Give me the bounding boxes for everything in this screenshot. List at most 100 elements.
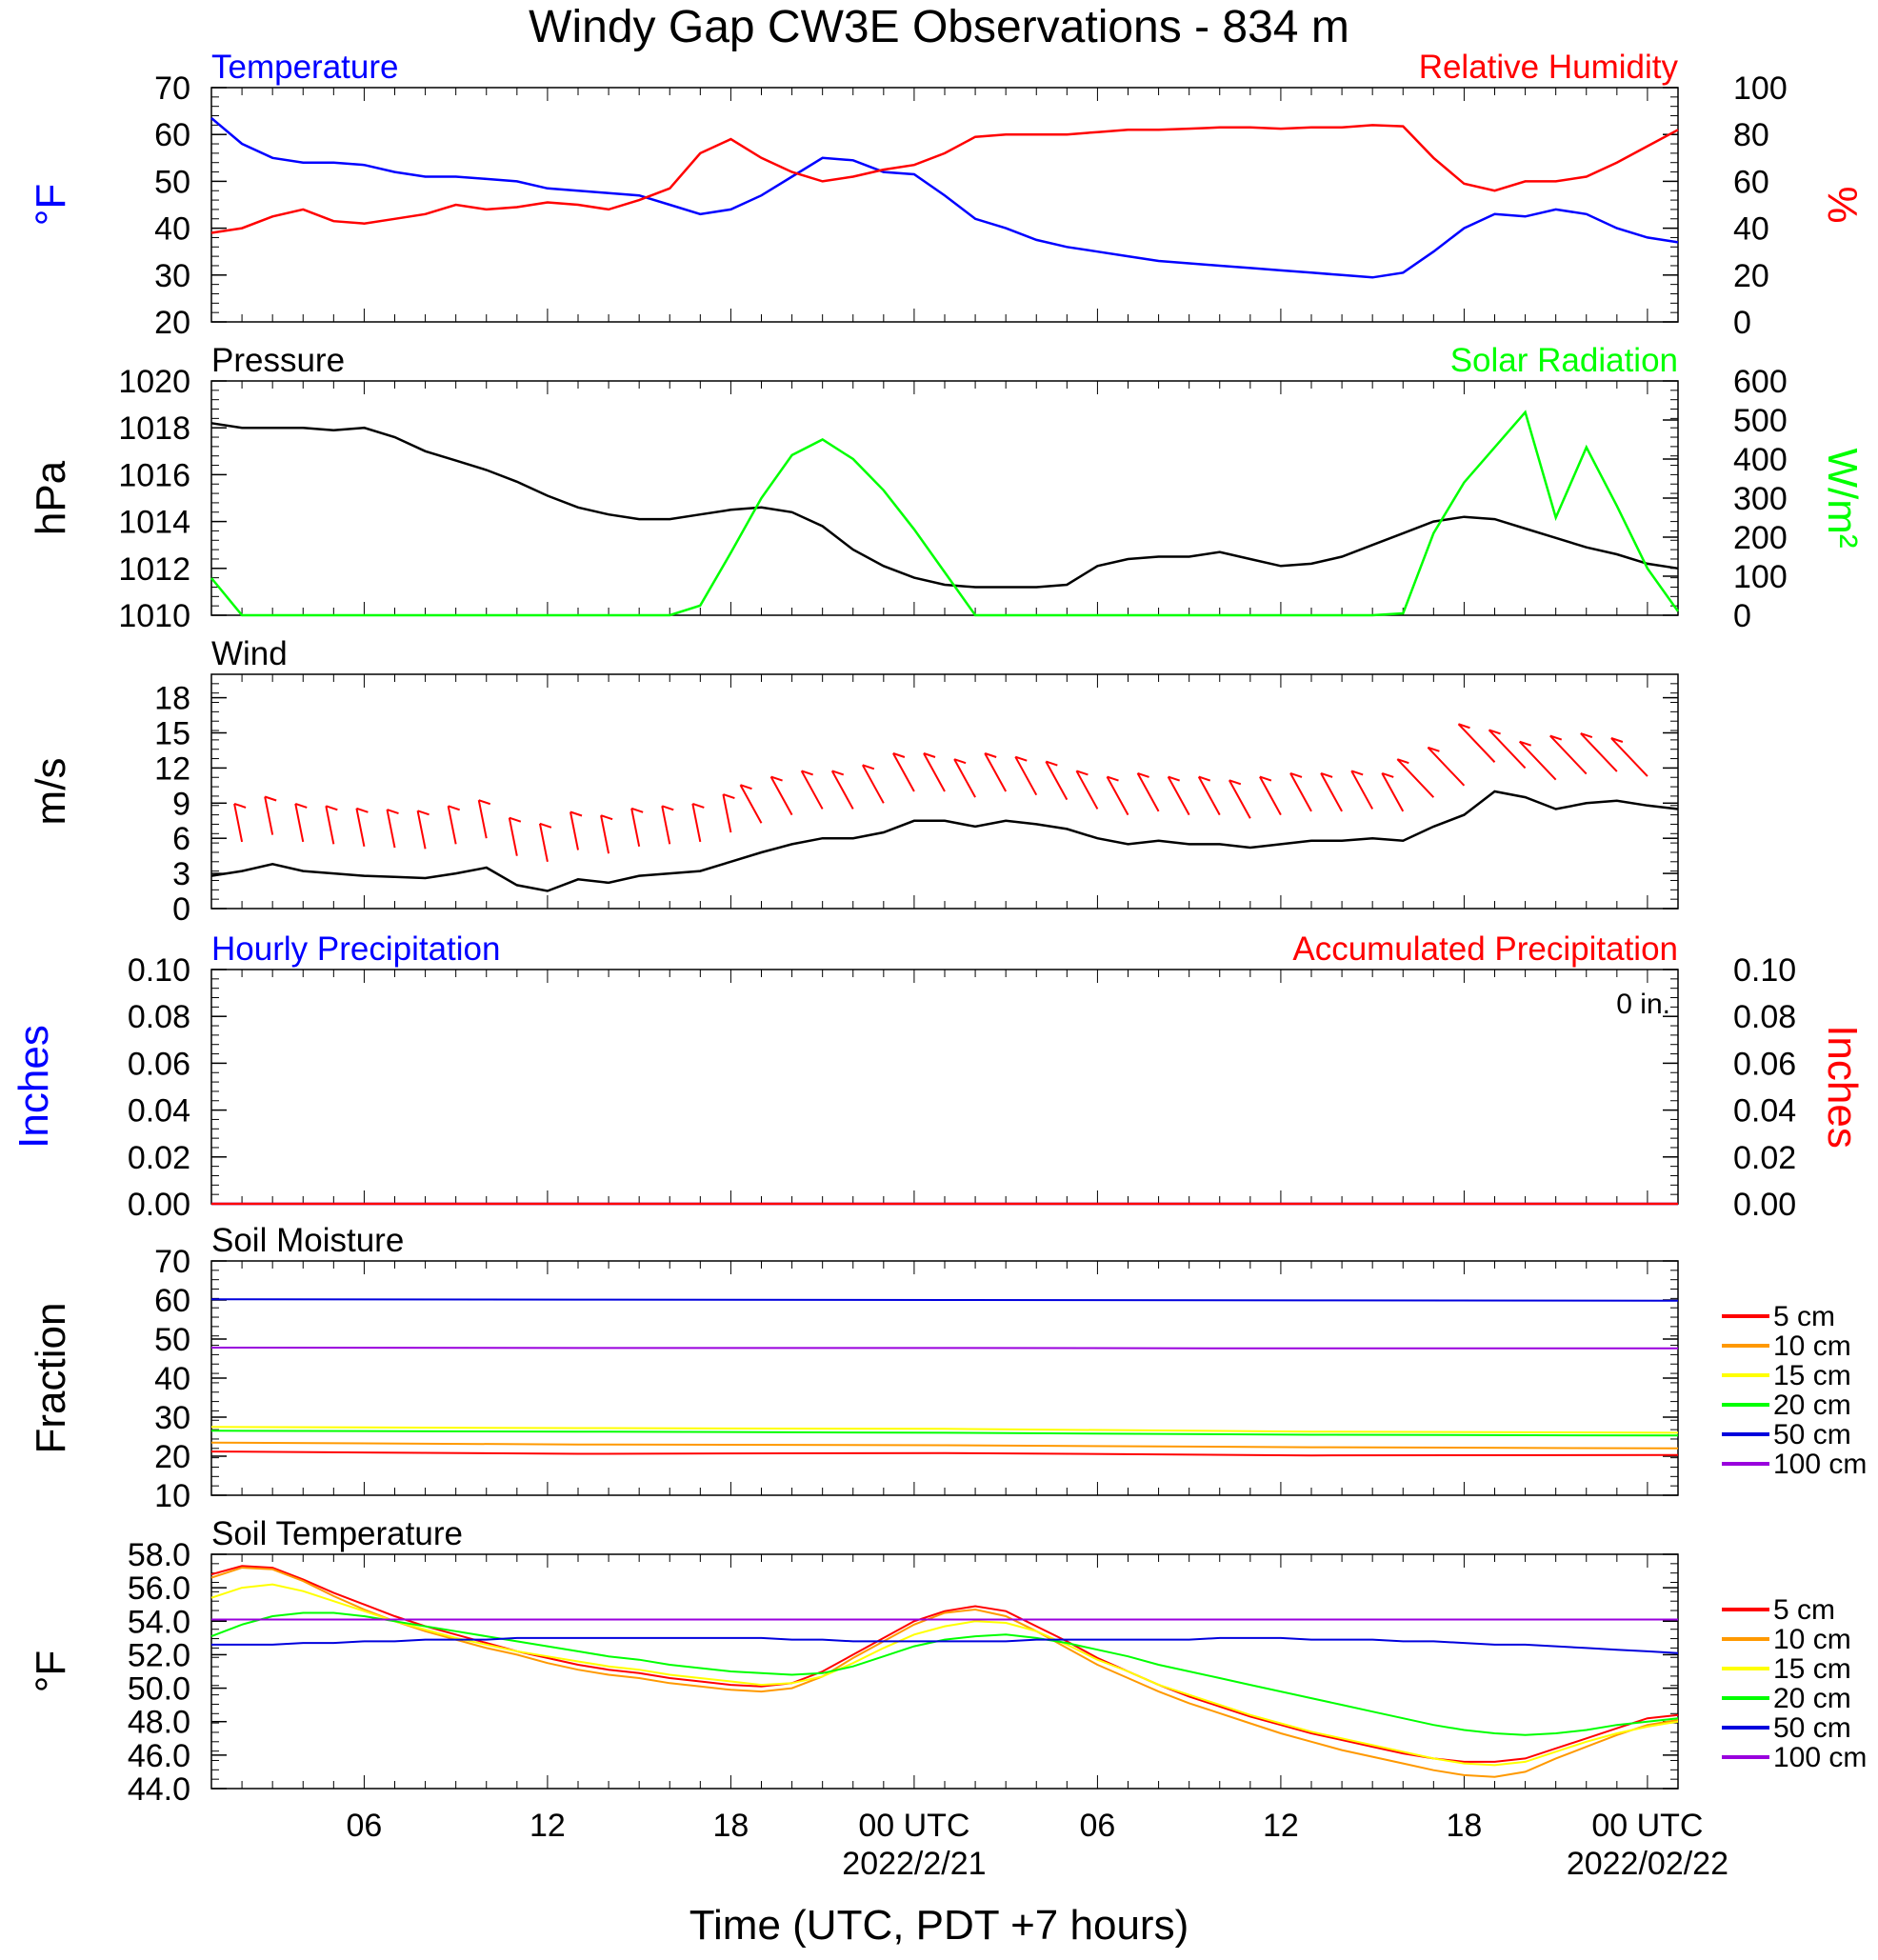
chart-title: Windy Gap CW3E Observations - 834 m [529, 2, 1349, 52]
panel-title-left: Hourly Precipitation [211, 930, 500, 968]
y-tick-label-right: 500 [1733, 403, 1788, 439]
panel-title-left: Temperature [211, 49, 398, 86]
panel-temperature: 20 30 40 50 60 70 0 20 40 60 80 100 Temperature Relat… [28, 49, 1866, 341]
wind-barb-flag [1198, 775, 1211, 782]
wind-barb [1075, 770, 1099, 810]
legend-label: 15 cm [1773, 1653, 1851, 1685]
wind-barb [1289, 772, 1312, 812]
y-tick-label-right: 0.02 [1733, 1140, 1796, 1176]
wind-barb [1167, 776, 1190, 816]
series-line-pressure [210, 422, 1679, 589]
y-axis-label-right: % [1819, 186, 1866, 223]
y-axis-label-left: hPa [28, 460, 74, 535]
y-tick-label-left: 60 [154, 117, 190, 153]
wind-barb [923, 752, 946, 792]
series-line-20-cm [210, 1430, 1679, 1437]
panel-title-left: Soil Moisture [211, 1222, 404, 1259]
panel-precipitation: 0.00 0.02 0.04 0.06 0.08 0.10 0.00 0.02 0.04 0.06… [10, 930, 1866, 1223]
wind-barb [1136, 772, 1160, 812]
wind-barb [630, 808, 641, 848]
y-axis-label-left: m/s [28, 758, 74, 826]
y-tick-label-right: 20 [1733, 258, 1769, 294]
y-tick-label-left: 50 [154, 164, 190, 200]
wind-barb-flag [600, 814, 613, 821]
wind-barb-flag [1519, 740, 1531, 747]
y-axis-label-right: Inches [1819, 1025, 1866, 1149]
accumulated-total-label: 0 in. [1616, 989, 1670, 1020]
wind-barb [1518, 741, 1557, 781]
wind-barb [1197, 776, 1221, 816]
wind-barb-flag [1397, 758, 1409, 765]
wind-barb [830, 770, 854, 810]
wind-barb-flag [1107, 775, 1119, 782]
y-tick-label-left: 0.06 [128, 1046, 190, 1082]
wind-barb [386, 809, 396, 849]
wind-barb [1014, 756, 1038, 796]
wind-barb [984, 752, 1008, 792]
y-tick-label-left: 0.04 [128, 1093, 190, 1130]
wind-barb-flag [801, 770, 813, 776]
y-tick-label-left: 30 [154, 1400, 190, 1436]
plot-frame [210, 380, 1679, 616]
series-line-wind-speed [210, 790, 1679, 892]
wind-barb [1350, 770, 1374, 810]
wind-barb-flag [1289, 771, 1303, 778]
wind-barb-flag [387, 809, 399, 814]
wind-barb [355, 808, 366, 848]
wind-barb [1228, 779, 1251, 819]
wind-barb-flag [1229, 779, 1242, 786]
x-tick-label: 00 UTC [858, 1808, 969, 1844]
wind-barb-flag [770, 775, 783, 782]
legend-label: 100 cm [1773, 1449, 1867, 1480]
y-tick-label-left: 0.08 [128, 999, 190, 1035]
series-line-relative-humidity [210, 124, 1679, 234]
wind-barb-flag [326, 805, 338, 811]
legend-label: 100 cm [1773, 1742, 1867, 1773]
wind-barb [800, 770, 824, 810]
x-date-label: 2022/02/22 [1567, 1846, 1728, 1882]
wind-barb-flag [1458, 723, 1470, 730]
wind-barb-flag [1046, 760, 1058, 767]
y-tick-label-right: 0.06 [1733, 1046, 1796, 1082]
y-tick-label-right: 60 [1733, 164, 1769, 200]
y-tick-label-left: 20 [154, 1439, 190, 1475]
panel-title-left: Wind [211, 635, 288, 672]
y-tick-label-left: 56.0 [128, 1570, 190, 1607]
wind-barb-flag [1168, 775, 1180, 782]
y-axis-label-left: °F [28, 184, 74, 226]
wind-barb [1320, 772, 1343, 812]
wind-barb-flag [723, 793, 735, 799]
y-tick-label-left: 48.0 [128, 1705, 190, 1741]
y-tick-label-left: 0.00 [128, 1187, 190, 1223]
wind-barb [416, 810, 427, 850]
y-tick-label-right: 40 [1733, 211, 1769, 248]
series-line-5-cm [210, 1450, 1679, 1457]
wind-barb [325, 806, 335, 845]
y-tick-label-left: 70 [154, 70, 190, 107]
wind-barb [1427, 747, 1466, 787]
y-tick-label-left: 0 [172, 891, 190, 928]
x-tick-label: 06 [1080, 1808, 1116, 1844]
wind-barb-flag [1350, 770, 1364, 776]
wind-barb-flag [356, 807, 369, 813]
series-line-15-cm [210, 1426, 1679, 1434]
wind-barb-flag [478, 799, 491, 806]
wind-barb-flag [417, 810, 430, 816]
y-tick-label-left: 40 [154, 211, 190, 248]
x-tick-label: 00 UTC [1591, 1808, 1703, 1844]
wind-barb [769, 776, 793, 816]
y-tick-label-right: 400 [1733, 442, 1788, 478]
panel-title-right: Relative Humidity [1419, 49, 1679, 86]
wind-barb-flag [294, 802, 308, 809]
y-tick-label-left: 1018 [118, 410, 190, 447]
plot-frame [210, 87, 1679, 323]
legend-label: 10 cm [1773, 1330, 1851, 1362]
wind-barb-flag [892, 752, 906, 758]
wind-barb-flag [1610, 737, 1624, 743]
panel-soil-temperature: 44.046.048.050.052.054.056.058.0 Soil Tem… [28, 1515, 1867, 1808]
series-line-solar-radiation [210, 410, 1680, 617]
panel-pressure: 1010 1012 1014 1016 1018 1020 0100200300400500… [28, 342, 1866, 634]
y-tick-label-left: 0.02 [128, 1140, 190, 1176]
y-tick-label-left: 20 [154, 305, 190, 341]
